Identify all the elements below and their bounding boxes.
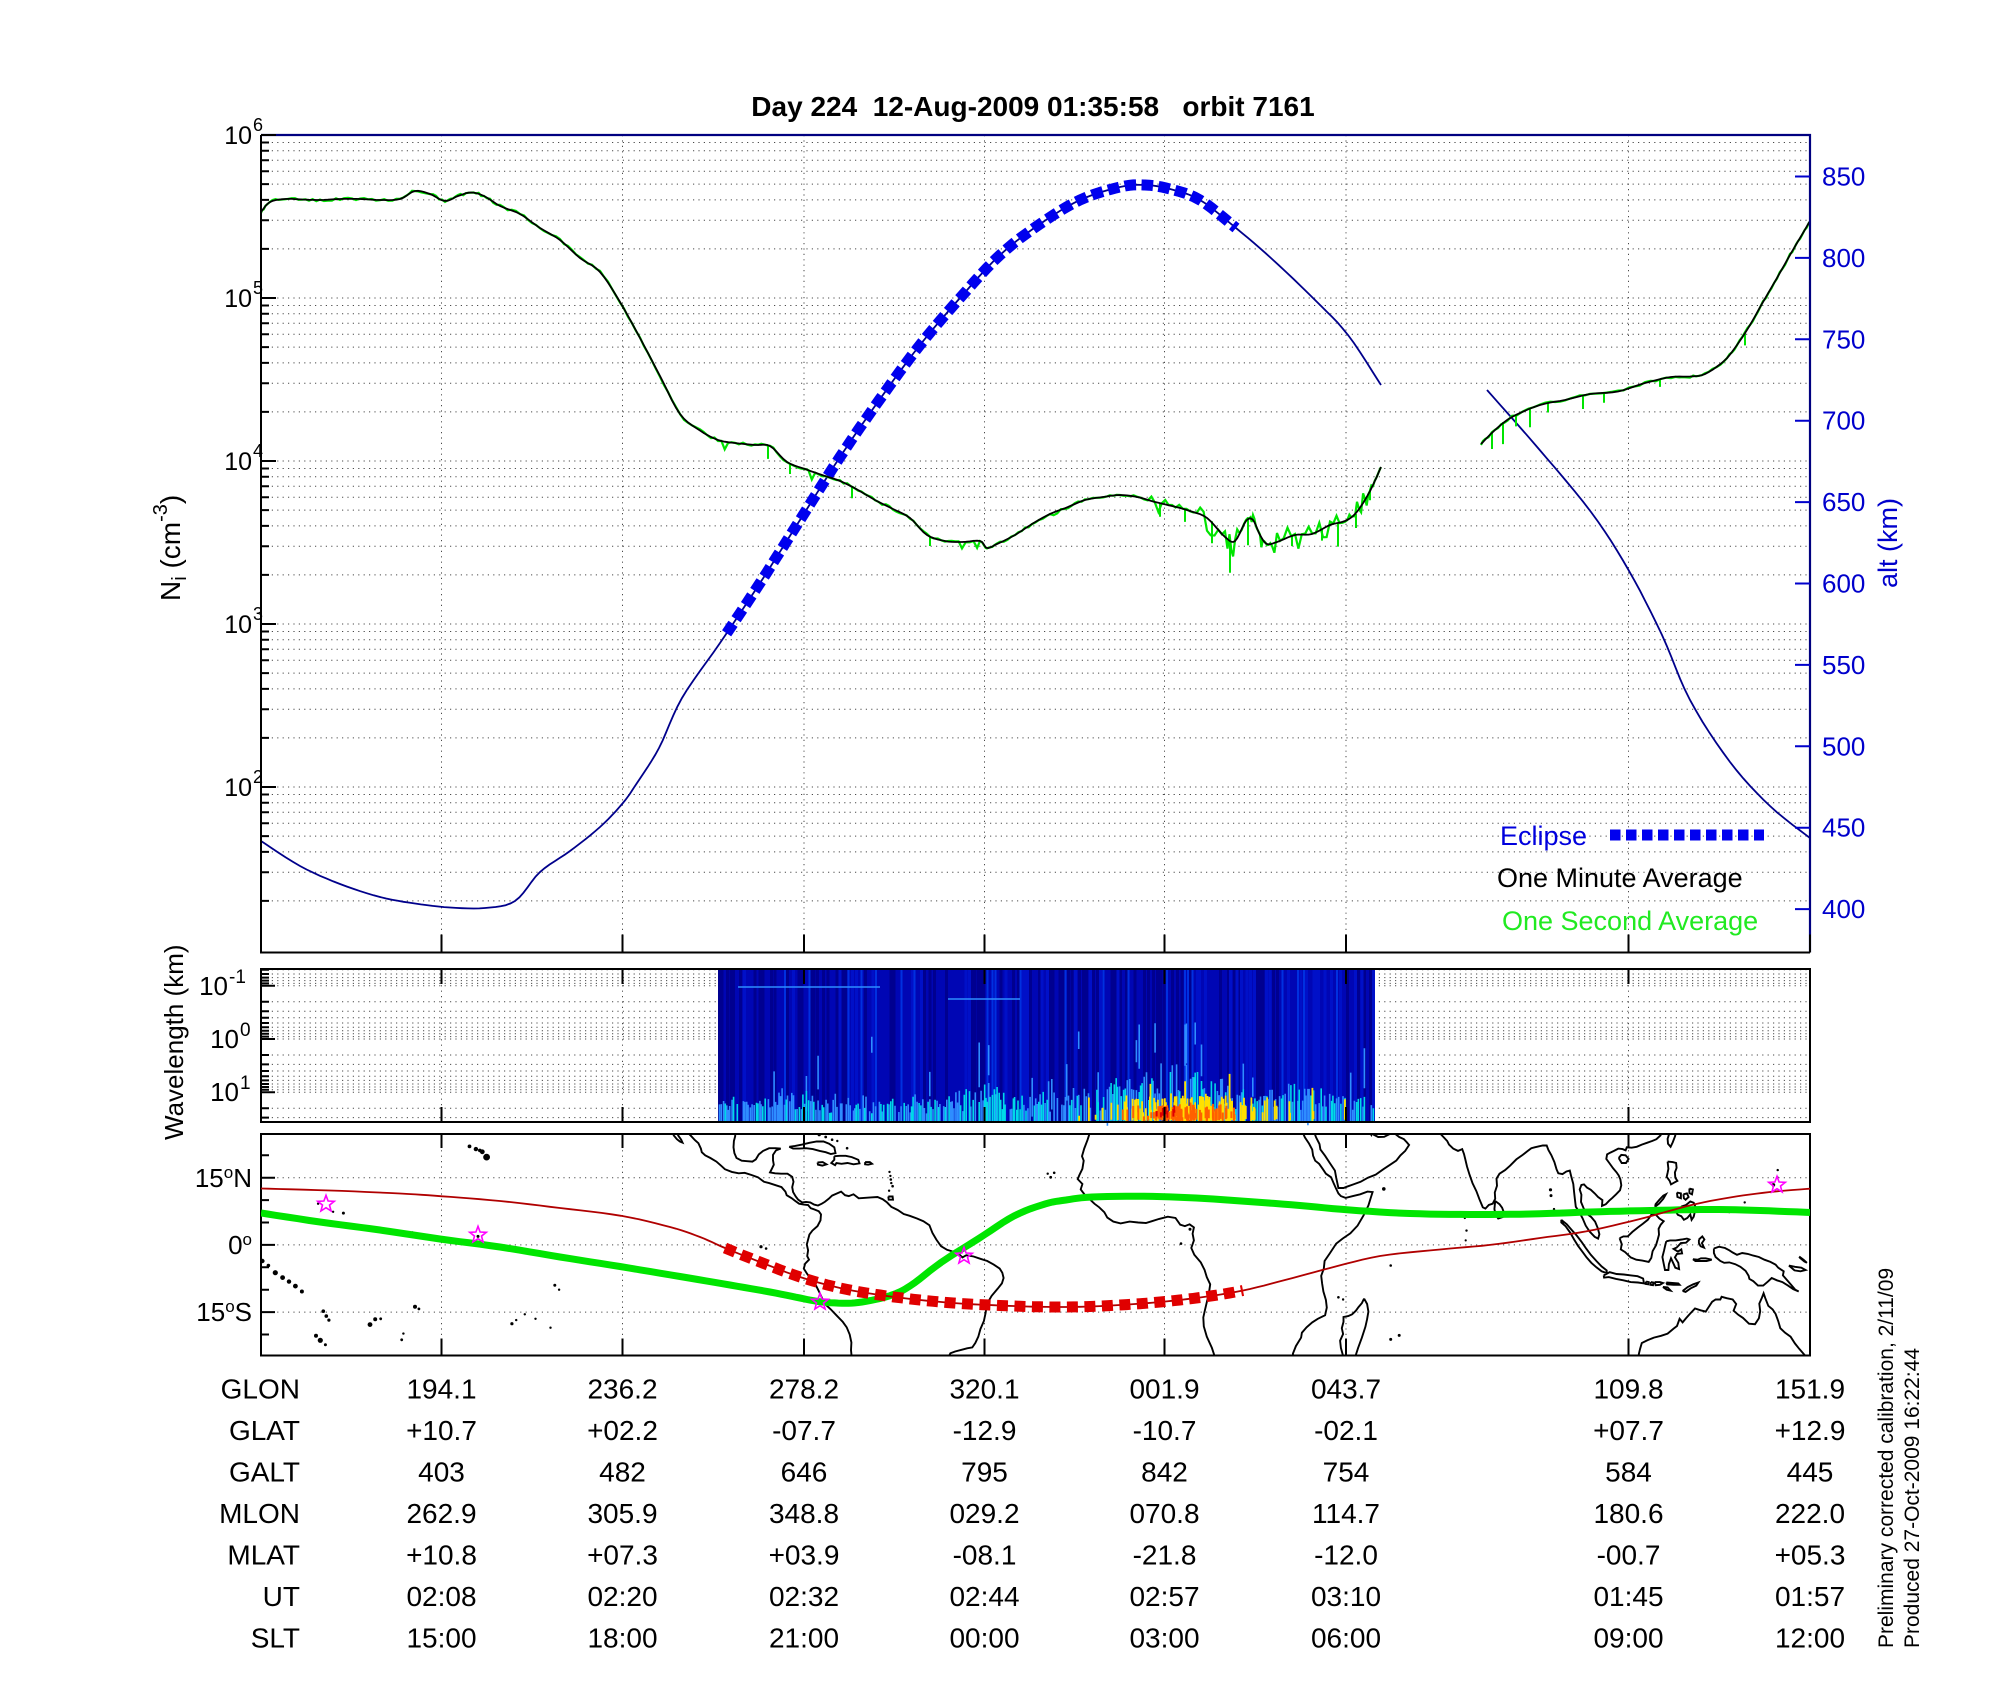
- svg-text:3: 3: [253, 604, 263, 624]
- svg-text:236.2: 236.2: [587, 1374, 657, 1405]
- svg-text:Day 224 12-Aug-2009 01:35:58: Day 224 12-Aug-2009 01:35:58 orbit 7161: [751, 91, 1314, 122]
- svg-text:02:44: 02:44: [949, 1581, 1019, 1612]
- svg-text:-1: -1: [229, 967, 246, 988]
- svg-text:-10.7: -10.7: [1133, 1415, 1197, 1446]
- svg-text:070.8: 070.8: [1129, 1498, 1199, 1529]
- svg-text:-21.8: -21.8: [1133, 1540, 1197, 1571]
- svg-text:262.9: 262.9: [406, 1498, 476, 1529]
- svg-text:6: 6: [253, 115, 263, 135]
- svg-text:10: 10: [210, 1077, 239, 1107]
- svg-text:646: 646: [781, 1457, 828, 1488]
- svg-text:320.1: 320.1: [949, 1374, 1019, 1405]
- svg-text:10: 10: [224, 611, 252, 639]
- svg-text:09:00: 09:00: [1593, 1623, 1663, 1654]
- svg-text:650: 650: [1822, 487, 1865, 517]
- svg-text:795: 795: [961, 1457, 1008, 1488]
- svg-text:MLAT: MLAT: [227, 1540, 300, 1571]
- svg-text:+05.3: +05.3: [1775, 1540, 1846, 1571]
- svg-text:400: 400: [1822, 894, 1865, 924]
- svg-text:-12.0: -12.0: [1314, 1540, 1378, 1571]
- svg-text:18:00: 18:00: [587, 1623, 657, 1654]
- svg-text:06:00: 06:00: [1311, 1623, 1381, 1654]
- svg-text:00:00: 00:00: [949, 1623, 1019, 1654]
- svg-text:482: 482: [599, 1457, 646, 1488]
- svg-text:-12.9: -12.9: [953, 1415, 1017, 1446]
- svg-text:GLON: GLON: [221, 1374, 300, 1405]
- svg-text:15:00: 15:00: [406, 1623, 476, 1654]
- svg-text:Eclipse: Eclipse: [1500, 821, 1587, 851]
- svg-text:+07.3: +07.3: [587, 1540, 658, 1571]
- svg-text:One Second Average: One Second Average: [1502, 906, 1758, 936]
- svg-text:03:10: 03:10: [1311, 1581, 1381, 1612]
- svg-text:12:00: 12:00: [1775, 1623, 1845, 1654]
- svg-text:03:00: 03:00: [1129, 1623, 1199, 1654]
- svg-text:-08.1: -08.1: [953, 1540, 1017, 1571]
- svg-text:+02.2: +02.2: [587, 1415, 658, 1446]
- svg-text:01:45: 01:45: [1593, 1581, 1663, 1612]
- svg-text:180.6: 180.6: [1593, 1498, 1663, 1529]
- svg-text:800: 800: [1822, 243, 1865, 273]
- svg-text:5: 5: [253, 278, 263, 298]
- svg-text:403: 403: [418, 1457, 465, 1488]
- svg-text:+10.7: +10.7: [406, 1415, 477, 1446]
- svg-text:109.8: 109.8: [1593, 1374, 1663, 1405]
- svg-text:+03.9: +03.9: [769, 1540, 840, 1571]
- svg-text:550: 550: [1822, 650, 1865, 680]
- svg-text:15oN: 15oN: [195, 1163, 252, 1193]
- svg-text:-07.7: -07.7: [772, 1415, 836, 1446]
- svg-text:02:57: 02:57: [1129, 1581, 1199, 1612]
- svg-text:+07.7: +07.7: [1593, 1415, 1664, 1446]
- svg-text:500: 500: [1822, 731, 1865, 761]
- svg-text:+12.9: +12.9: [1775, 1415, 1846, 1446]
- svg-text:348.8: 348.8: [769, 1498, 839, 1529]
- svg-text:+10.8: +10.8: [406, 1540, 477, 1571]
- svg-text:10: 10: [224, 448, 252, 476]
- svg-text:278.2: 278.2: [769, 1374, 839, 1405]
- svg-text:-00.7: -00.7: [1597, 1540, 1661, 1571]
- svg-text:194.1: 194.1: [406, 1374, 476, 1405]
- svg-text:01:57: 01:57: [1775, 1581, 1845, 1612]
- svg-text:4: 4: [253, 441, 263, 461]
- svg-text:750: 750: [1822, 324, 1865, 354]
- svg-text:MLON: MLON: [219, 1498, 300, 1529]
- svg-text:001.9: 001.9: [1129, 1374, 1199, 1405]
- svg-text:Preliminary corrected calibrat: Preliminary corrected calibration, 2/11/…: [1875, 1268, 1898, 1648]
- svg-text:0: 0: [240, 1020, 251, 1041]
- svg-text:850: 850: [1822, 162, 1865, 192]
- svg-text:Wavelength (km): Wavelength (km): [159, 944, 189, 1140]
- svg-text:584: 584: [1605, 1457, 1652, 1488]
- svg-text:842: 842: [1141, 1457, 1188, 1488]
- svg-text:Produced 27-Oct-2009 16:22:44: Produced 27-Oct-2009 16:22:44: [1901, 1348, 1924, 1648]
- svg-text:10: 10: [224, 774, 252, 802]
- svg-text:10: 10: [224, 285, 252, 313]
- svg-text:02:20: 02:20: [587, 1581, 657, 1612]
- svg-text:754: 754: [1323, 1457, 1370, 1488]
- svg-text:One Minute Average: One Minute Average: [1497, 863, 1743, 893]
- svg-text:02:08: 02:08: [406, 1581, 476, 1612]
- svg-text:445: 445: [1787, 1457, 1834, 1488]
- svg-text:700: 700: [1822, 406, 1865, 436]
- svg-text:15oS: 15oS: [196, 1297, 252, 1327]
- svg-text:222.0: 222.0: [1775, 1498, 1845, 1529]
- svg-text:10: 10: [210, 1024, 239, 1054]
- svg-text:114.7: 114.7: [1312, 1498, 1380, 1529]
- svg-text:305.9: 305.9: [587, 1498, 657, 1529]
- svg-text:10: 10: [224, 122, 252, 150]
- svg-text:043.7: 043.7: [1311, 1374, 1381, 1405]
- svg-text:029.2: 029.2: [949, 1498, 1019, 1529]
- svg-text:UT: UT: [263, 1581, 300, 1612]
- svg-text:GLAT: GLAT: [229, 1415, 300, 1446]
- svg-text:SLT: SLT: [251, 1623, 300, 1654]
- svg-text:151.9: 151.9: [1775, 1374, 1845, 1405]
- svg-text:450: 450: [1822, 813, 1865, 843]
- svg-text:2: 2: [253, 767, 263, 787]
- svg-text:GALT: GALT: [229, 1457, 300, 1488]
- svg-text:02:32: 02:32: [769, 1581, 839, 1612]
- svg-text:1: 1: [240, 1073, 251, 1094]
- svg-text:alt (km): alt (km): [1873, 498, 1903, 588]
- svg-text:600: 600: [1822, 569, 1865, 599]
- svg-text:21:00: 21:00: [769, 1623, 839, 1654]
- svg-text:-02.1: -02.1: [1314, 1415, 1378, 1446]
- svg-text:10: 10: [199, 971, 228, 1001]
